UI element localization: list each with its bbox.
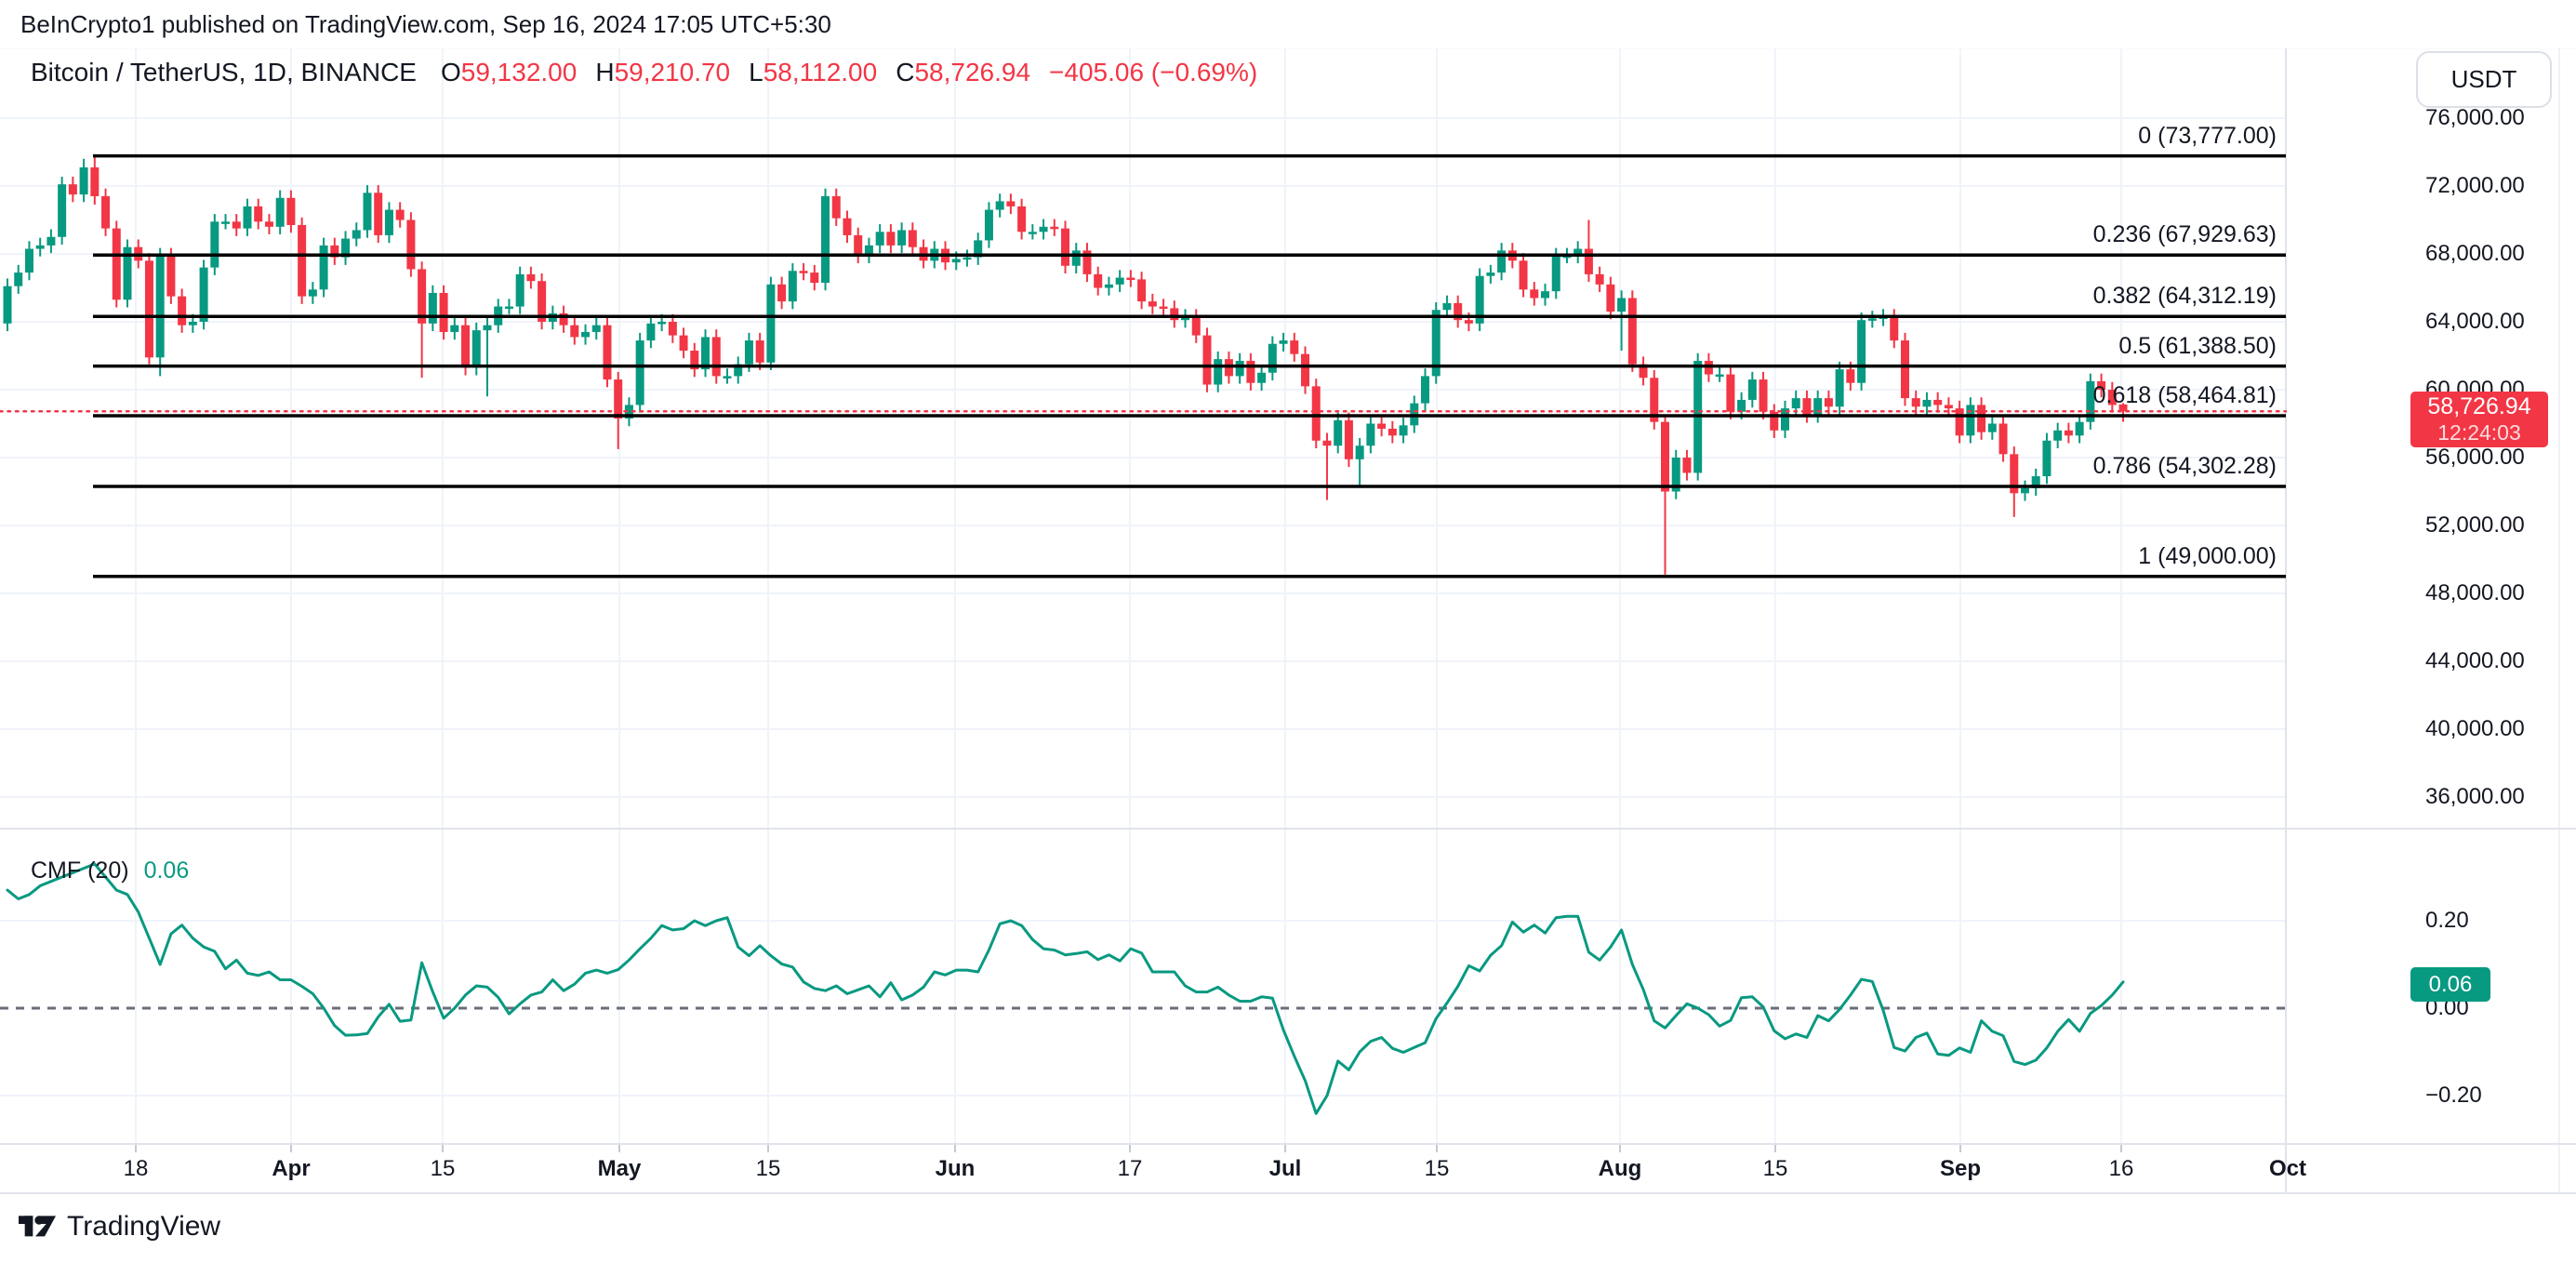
price-axis-label: 68,000.00 xyxy=(2425,241,2525,266)
cmf-indicator-title[interactable]: CMF (20) xyxy=(31,858,129,884)
bar-countdown: 12:24:03 xyxy=(2437,420,2521,445)
time-axis-label[interactable]: 17 xyxy=(1117,1156,1143,1181)
price-axis-label: 36,000.00 xyxy=(2425,784,2525,809)
price-axis-label: 48,000.00 xyxy=(2425,580,2525,605)
price-axis-label: 64,000.00 xyxy=(2425,309,2525,334)
symbol-title[interactable]: Bitcoin / TetherUS, 1D, BINANCE xyxy=(31,58,417,86)
currency-toggle-button[interactable]: USDT xyxy=(2416,51,2552,108)
fib-level-label: 0.236 (67,929.63) xyxy=(2092,221,2277,248)
time-axis-label[interactable]: 15 xyxy=(1762,1156,1788,1181)
tradingview-logo-text: TradingView xyxy=(67,1210,221,1242)
price-axis-label: 40,000.00 xyxy=(2425,716,2525,741)
ohlc-high: H59,210.70 xyxy=(595,58,731,86)
time-axis-label[interactable]: Apr xyxy=(272,1156,311,1181)
ohlc-open: O59,132.00 xyxy=(440,58,578,86)
publish-bar: BeInCrypto1 published on TradingView.com… xyxy=(0,0,2576,48)
time-axis-label[interactable]: Sep xyxy=(1939,1156,1982,1181)
price-axis-label: 76,000.00 xyxy=(2425,105,2525,130)
symbol-header: Bitcoin / TetherUS, 1D, BINANCE O59,132.… xyxy=(31,58,1257,87)
fib-level-label: 0.786 (54,302.28) xyxy=(2092,452,2277,479)
current-price-value: 58,726.94 xyxy=(2427,393,2531,419)
price-axis-label: 56,000.00 xyxy=(2425,445,2525,470)
publish-text: BeInCrypto1 published on TradingView.com… xyxy=(20,9,831,38)
time-axis-label[interactable]: Jul xyxy=(1268,1156,1302,1181)
ohlc-close: C58,726.94 xyxy=(896,58,1031,86)
current-price-badge: 58,726.94 12:24:03 xyxy=(2410,392,2548,447)
cmf-axis-label: 0.20 xyxy=(2425,908,2469,933)
fib-level-label: 0.618 (58,464.81) xyxy=(2092,382,2277,409)
time-axis-label[interactable]: May xyxy=(597,1156,642,1181)
cmf-legend: CMF (20) 0.06 xyxy=(31,858,189,884)
cmf-legend-value: 0.06 xyxy=(143,858,190,884)
tradingview-logo[interactable]: TradingView xyxy=(19,1205,220,1247)
time-axis-label[interactable]: 18 xyxy=(123,1156,149,1181)
fib-level-label: 0.5 (61,388.50) xyxy=(2118,332,2277,359)
time-axis-label[interactable]: Aug xyxy=(1598,1156,1642,1181)
price-axis-label: 44,000.00 xyxy=(2425,648,2525,673)
tradingview-logo-icon xyxy=(19,1205,56,1247)
fib-level-label: 1 (49,000.00) xyxy=(2138,542,2277,569)
time-axis-label[interactable]: Jun xyxy=(935,1156,976,1181)
price-change: −405.06 (−0.69%) xyxy=(1049,58,1258,86)
ohlc-low: L58,112.00 xyxy=(749,58,878,86)
time-axis-label[interactable]: 16 xyxy=(2108,1156,2134,1181)
cmf-value-badge: 0.06 xyxy=(2410,967,2490,1002)
time-axis-label[interactable]: Oct xyxy=(2268,1156,2307,1181)
time-axis-label[interactable]: 15 xyxy=(755,1156,781,1181)
cmf-axis-label: −0.20 xyxy=(2425,1083,2482,1108)
price-axis-label: 52,000.00 xyxy=(2425,512,2525,538)
fib-level-label: 0.382 (64,312.19) xyxy=(2092,283,2277,310)
time-axis-label[interactable]: 15 xyxy=(1424,1156,1450,1181)
time-axis-label[interactable]: 15 xyxy=(430,1156,456,1181)
fib-level-label: 0 (73,777.00) xyxy=(2138,122,2277,149)
price-axis-label: 72,000.00 xyxy=(2425,173,2525,198)
